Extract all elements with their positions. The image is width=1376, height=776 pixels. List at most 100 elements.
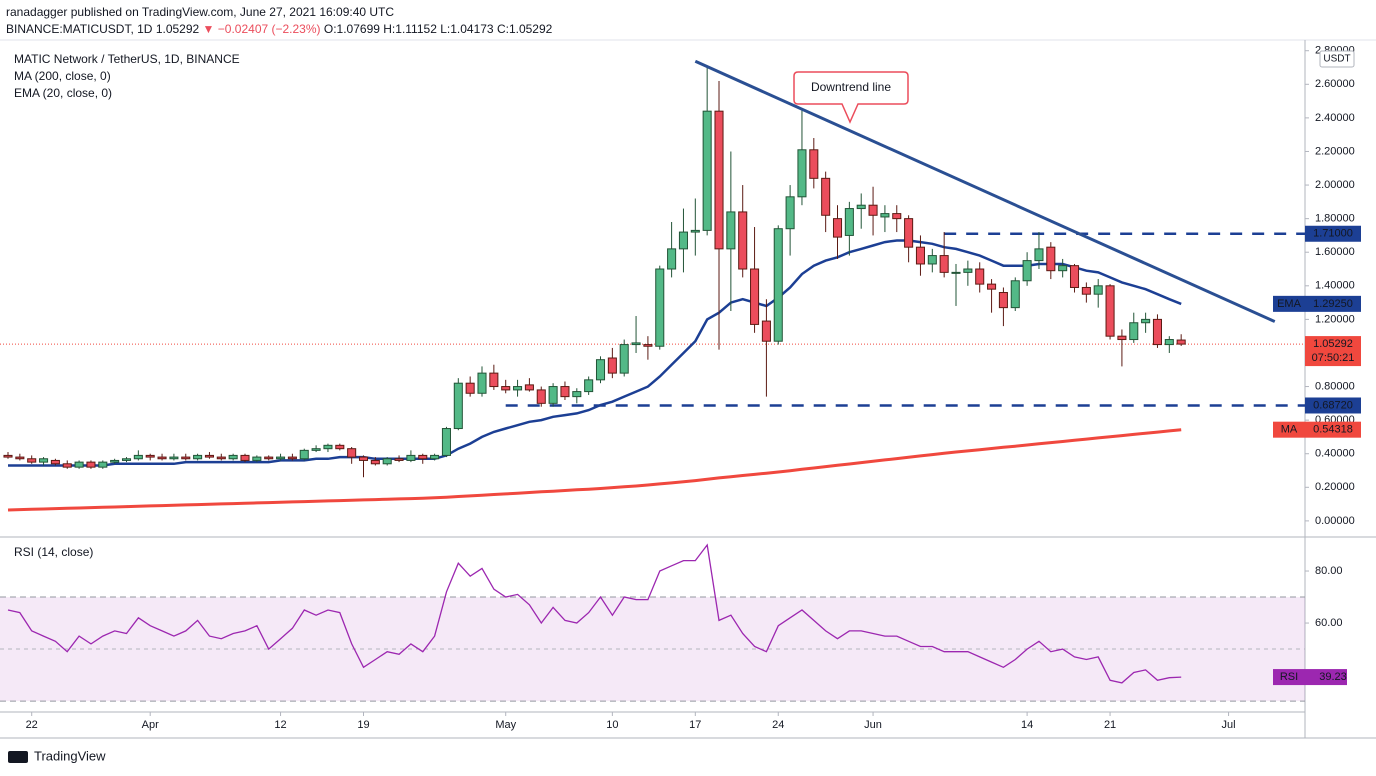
footer-brand: TradingView bbox=[34, 748, 106, 763]
candle-body bbox=[240, 454, 250, 461]
trendline bbox=[694, 59, 1276, 323]
candle-body bbox=[74, 461, 84, 468]
candle-body bbox=[892, 213, 902, 220]
candle-body bbox=[1010, 280, 1020, 309]
x-tick-label: May bbox=[495, 719, 516, 731]
logo bbox=[8, 751, 28, 763]
close: C:1.05292 bbox=[497, 22, 553, 36]
candle-body bbox=[524, 384, 534, 391]
candle-body bbox=[655, 268, 665, 347]
axis-value: 39.23 bbox=[1319, 671, 1347, 683]
candle-body bbox=[287, 456, 297, 460]
candle-body bbox=[228, 454, 238, 460]
candle-body bbox=[738, 211, 748, 270]
candle-body bbox=[370, 459, 380, 465]
x-tick-label: 22 bbox=[26, 719, 38, 731]
candle-body bbox=[927, 255, 937, 265]
candle-body bbox=[453, 382, 463, 430]
candle-body bbox=[619, 344, 629, 374]
candle-body bbox=[39, 458, 49, 463]
candle-body bbox=[572, 391, 582, 398]
candle-body bbox=[86, 461, 96, 468]
x-tick-label: 24 bbox=[772, 719, 784, 731]
candle-body bbox=[1069, 265, 1080, 288]
candle-body bbox=[418, 454, 428, 460]
candle-body bbox=[1105, 285, 1115, 337]
candle-body bbox=[252, 456, 262, 461]
candle-body bbox=[667, 248, 677, 270]
currency: USDT bbox=[1323, 54, 1350, 65]
y-tick-label: 2.00000 bbox=[1315, 179, 1355, 191]
candle-body bbox=[844, 208, 854, 236]
candle-body bbox=[110, 459, 120, 463]
annotation-text: Downtrend line bbox=[811, 80, 891, 94]
candle-body bbox=[536, 389, 546, 404]
candle-body bbox=[193, 454, 203, 460]
symbol: BINANCE:MATICUSDT, 1D bbox=[6, 22, 153, 36]
candle-body bbox=[489, 372, 499, 388]
candle-body bbox=[276, 456, 286, 460]
rsi-title: RSI (14, close) bbox=[14, 545, 93, 559]
axis-tag-text: EMA bbox=[1277, 298, 1302, 310]
candle-body bbox=[856, 204, 866, 210]
candle-body bbox=[477, 372, 487, 394]
candle-body bbox=[1022, 260, 1032, 282]
y-tick-label: 80.00 bbox=[1315, 565, 1343, 577]
indicator-line bbox=[8, 239, 1182, 467]
candle-body bbox=[133, 454, 143, 460]
axis-value-box bbox=[1305, 225, 1361, 242]
candle-body bbox=[27, 458, 37, 463]
candle-body bbox=[998, 292, 1008, 309]
indicator-line bbox=[7, 428, 1182, 512]
candle-body bbox=[678, 231, 688, 250]
x-tick-label: Jun bbox=[864, 719, 882, 731]
y-tick-label: 0.20000 bbox=[1315, 481, 1355, 493]
y-tick-label: 2.20000 bbox=[1315, 145, 1355, 157]
candle-body bbox=[631, 342, 641, 346]
candle-body bbox=[121, 458, 132, 461]
high: H:1.11152 bbox=[383, 22, 437, 36]
axis-value-box bbox=[1305, 421, 1361, 438]
candle-body bbox=[15, 456, 25, 460]
candle-body bbox=[1046, 246, 1056, 272]
y-tick-label: 1.20000 bbox=[1315, 313, 1355, 325]
publisher: ranadagger published on TradingView.com,… bbox=[6, 5, 394, 19]
candle-body bbox=[560, 386, 570, 398]
candle-body bbox=[963, 268, 973, 273]
candle-body bbox=[987, 283, 997, 290]
candle-body bbox=[726, 211, 736, 250]
axis-tag bbox=[1273, 295, 1305, 312]
price: 1.05292 bbox=[156, 22, 200, 36]
arrow: ▼ bbox=[203, 22, 215, 36]
candle-body bbox=[181, 456, 191, 460]
currency-box bbox=[1319, 50, 1355, 68]
candle-body bbox=[3, 454, 13, 458]
candle-body bbox=[1164, 339, 1174, 346]
candle-body bbox=[335, 444, 345, 450]
candle-body bbox=[441, 428, 451, 456]
candle-body bbox=[832, 218, 843, 238]
axis-value: 0.54318 bbox=[1313, 424, 1353, 436]
candle-body bbox=[299, 449, 309, 460]
last-price: 1.05292 bbox=[1313, 338, 1353, 350]
candle-body bbox=[797, 149, 807, 198]
candle-body bbox=[915, 246, 925, 265]
candle-body bbox=[951, 271, 961, 274]
candle-body bbox=[358, 456, 369, 461]
candle-body bbox=[607, 357, 617, 374]
x-tick-label: 10 bbox=[606, 719, 618, 731]
countdown: 07:50:21 bbox=[1312, 352, 1355, 364]
low: L:1.04173 bbox=[440, 22, 494, 36]
candle-body bbox=[761, 320, 771, 342]
axis-tag-text: RSI bbox=[1280, 671, 1298, 683]
candle-body bbox=[204, 454, 214, 458]
candle-body bbox=[311, 448, 321, 451]
candle-body bbox=[1117, 335, 1127, 341]
x-tick-label: 12 bbox=[274, 719, 286, 731]
candle-body bbox=[1141, 318, 1151, 324]
x-tick-label: Jul bbox=[1222, 719, 1236, 731]
y-tick-label: 2.40000 bbox=[1315, 112, 1355, 124]
candle-body bbox=[347, 448, 357, 458]
